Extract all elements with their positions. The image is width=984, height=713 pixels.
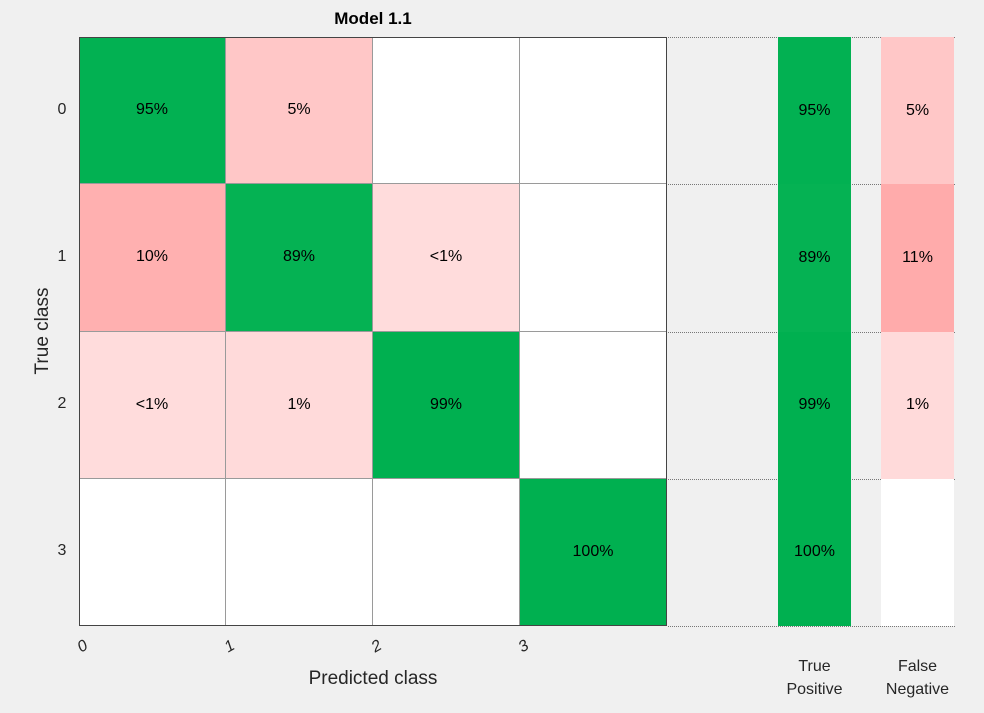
x-tick-label: 2 [368,636,385,657]
summary-cell: 11% [881,184,954,332]
y-tick-label: 1 [57,247,67,265]
matrix-cell [373,478,520,626]
matrix-cell: 5% [226,37,373,185]
matrix-cell: 10% [79,184,226,332]
matrix-cell [520,37,667,185]
x-tick-label: 0 [74,636,91,657]
matrix-cell: <1% [79,331,226,479]
summary-cell: 1% [881,331,954,479]
summary-cell: 95% [778,37,851,185]
summary-label-line2: Negative [885,681,950,698]
matrix-cell [79,478,226,626]
summary-label-line1: False [897,658,938,675]
matrix-cell [226,478,373,626]
matrix-cell: <1% [373,184,520,332]
x-axis-label: Predicted class [308,668,438,689]
summary-cell [881,478,954,626]
summary-cell: 100% [778,478,851,626]
matrix-cell: 99% [373,331,520,479]
matrix-cell: 1% [226,331,373,479]
y-tick-label: 2 [57,395,67,413]
y-tick-label: 0 [57,100,67,118]
y-tick-label: 3 [57,542,67,560]
summary-cell: 89% [778,184,851,332]
x-tick-label: 1 [221,636,238,657]
y-axis-label: True class [32,287,53,375]
x-tick-label: 3 [515,636,532,657]
summary-label-line1: True [798,658,831,675]
summary-label-line2: Positive [786,681,843,698]
summary-column-label: False Negative [861,655,974,701]
summary-cell: 99% [778,331,851,479]
matrix-cell [373,37,520,185]
matrix-cell: 100% [520,478,667,626]
matrix-cell: 95% [79,37,226,185]
matrix-cell: 89% [226,184,373,332]
summary-column-label: True Positive [758,655,871,701]
matrix-cell [520,184,667,332]
chart-title: Model 1.1 [334,9,412,28]
dotted-grid-line [668,626,955,627]
summary-cell: 5% [881,37,954,185]
matrix-cell [520,331,667,479]
